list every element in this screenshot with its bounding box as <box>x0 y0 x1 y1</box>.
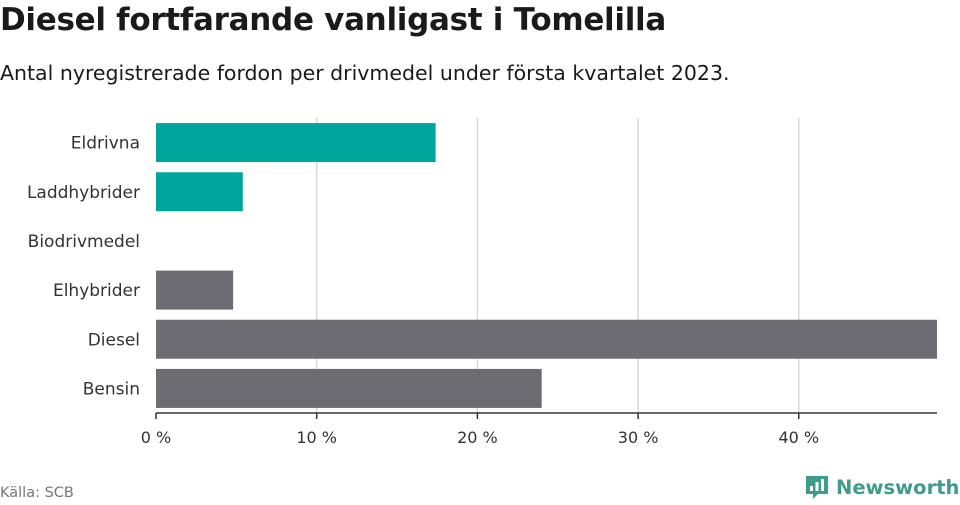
category-label: Elhybrider <box>53 281 140 301</box>
chart-subtitle: Antal nyregistrerade fordon per drivmede… <box>0 61 730 85</box>
bars <box>156 123 937 408</box>
bar-eldrivna <box>156 123 436 163</box>
bar-diesel <box>156 319 937 359</box>
bar-elhybrider <box>156 270 234 310</box>
category-label: Bensin <box>83 379 140 399</box>
x-tick-label: 10 % <box>296 428 337 447</box>
brand-name: Newsworthy <box>836 475 960 499</box>
x-tick-label: 30 % <box>618 428 659 447</box>
category-label: Biodrivmedel <box>28 232 140 252</box>
bar-laddhybrider <box>156 172 243 212</box>
bar-bensin <box>156 368 542 408</box>
category-label: Eldrivna <box>71 134 140 154</box>
x-tick-label: 40 % <box>778 428 819 447</box>
gridlines <box>315 118 800 413</box>
newsworthy-logo-icon <box>806 476 828 499</box>
brand-logo: Newsworthy <box>804 474 960 500</box>
x-axis: 0 % 10 % 20 % 30 % 40 % <box>141 412 937 447</box>
category-label: Diesel <box>88 330 140 350</box>
x-tick-label: 0 % <box>141 428 171 447</box>
chart-title: Diesel fortfarande vanligast i Tomelilla <box>0 2 666 38</box>
bar-chart: Eldrivna Laddhybrider Biodrivmedel Elhybrid… <box>27 118 937 447</box>
source-note: Källa: SCB <box>0 485 74 501</box>
category-labels: Eldrivna Laddhybrider Biodrivmedel Elhybrid… <box>27 134 140 400</box>
category-label: Laddhybrider <box>27 183 140 203</box>
x-tick-label: 20 % <box>457 428 498 447</box>
